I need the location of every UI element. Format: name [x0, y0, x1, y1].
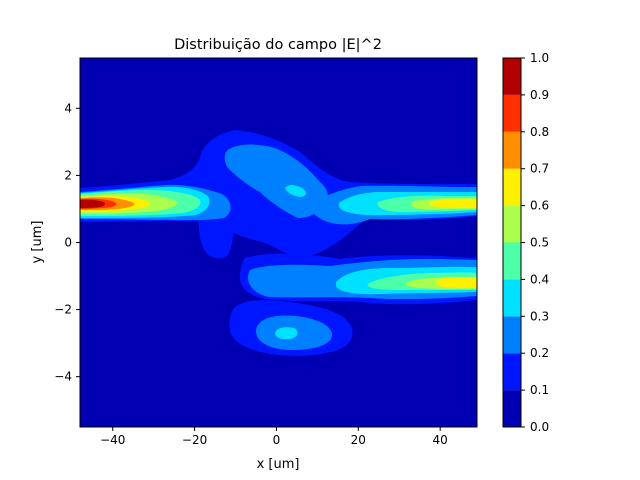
y-axis: 4 2 0 −2 −4	[54, 101, 80, 384]
colorbar-tick-label: 0.7	[530, 162, 549, 176]
colorbar-tick-label: 0.3	[530, 309, 549, 323]
colorbar-segment	[503, 242, 521, 280]
x-tick-label: −40	[100, 433, 125, 447]
colorbar-tick-label: 0.0	[530, 420, 549, 434]
x-tick-label: −20	[182, 433, 207, 447]
contour-level-0.9	[80, 199, 105, 208]
y-tick-label: −4	[54, 370, 72, 384]
colorbar-segment	[503, 205, 521, 243]
x-tick-label: 20	[351, 433, 366, 447]
colorbar: 0.0 0.1 0.2 0.3 0.4 0.5 0.6 0.7 0.8 0.9 1.0	[502, 51, 549, 434]
y-tick-label: −2	[54, 303, 72, 317]
y-tick-label: 4	[64, 101, 72, 115]
colorbar-segment	[503, 58, 521, 95]
colorbar-segment	[503, 316, 521, 354]
chart-title: Distribuição do campo |E|^2	[174, 37, 382, 53]
colorbar-tick-label: 0.9	[530, 88, 549, 102]
y-tick-label: 0	[64, 236, 72, 250]
colorbar-tick-label: 1.0	[530, 51, 549, 65]
colorbar-segment	[503, 168, 521, 206]
colorbar-segment	[503, 94, 521, 132]
x-tick-label: 40	[433, 433, 448, 447]
colorbar-tick-label: 0.2	[530, 346, 549, 360]
plot-area	[79, 57, 478, 428]
x-axis: −40 −20 0 20 40	[100, 427, 448, 447]
colorbar-tick-label: 0.4	[530, 272, 549, 286]
contour-regions	[80, 130, 477, 356]
x-axis-label: x [um]	[257, 457, 300, 472]
y-tick-label: 2	[64, 168, 72, 182]
colorbar-segment	[503, 390, 521, 427]
y-axis-label: y [um]	[30, 221, 45, 264]
colorbar-tick-label: 0.8	[530, 125, 549, 139]
colorbar-tick-label: 0.5	[530, 236, 549, 250]
colorbar-tick-label: 0.6	[530, 199, 549, 213]
colorbar-segment	[503, 353, 521, 391]
colorbar-segment	[503, 279, 521, 317]
colorbar-tick-label: 0.1	[530, 383, 549, 397]
colorbar-segment	[503, 131, 521, 169]
x-tick-label: 0	[273, 433, 281, 447]
